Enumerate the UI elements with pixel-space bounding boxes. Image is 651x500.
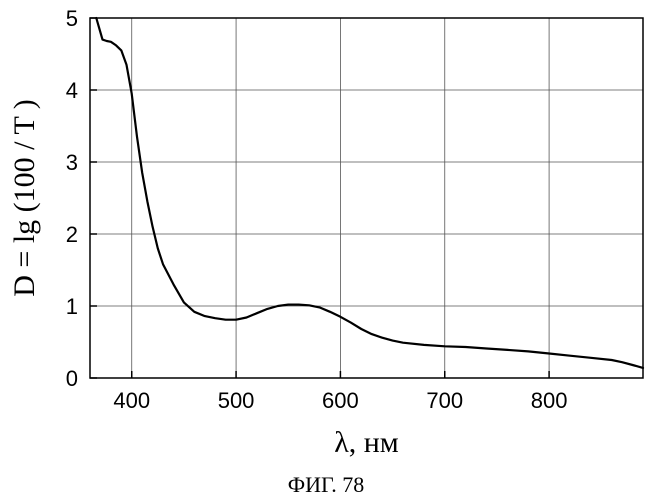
y-tick-label: 5 <box>66 6 78 31</box>
y-tick-label: 1 <box>66 294 78 319</box>
y-tick-label: 0 <box>66 366 78 391</box>
x-tick-label: 400 <box>113 388 150 413</box>
y-tick-label: 3 <box>66 150 78 175</box>
y-axis-title: D = lg (100 / T ) <box>8 99 41 296</box>
x-tick-label: 700 <box>426 388 463 413</box>
x-tick-label: 500 <box>218 388 255 413</box>
axis-ticks <box>90 18 549 378</box>
x-tick-labels: 400 500 600 700 800 <box>113 388 567 413</box>
y-tick-label: 4 <box>66 78 78 103</box>
x-tick-label: 600 <box>322 388 359 413</box>
series-line <box>96 18 643 368</box>
y-tick-label: 2 <box>66 222 78 247</box>
plot-frame <box>90 18 643 378</box>
x-axis-title: λ, нм <box>334 426 399 459</box>
x-tick-label: 800 <box>531 388 568 413</box>
figure-caption: ФИГ. 78 <box>288 472 365 497</box>
grid-lines <box>90 18 643 378</box>
y-tick-labels: 0 1 2 3 4 5 <box>66 6 78 391</box>
